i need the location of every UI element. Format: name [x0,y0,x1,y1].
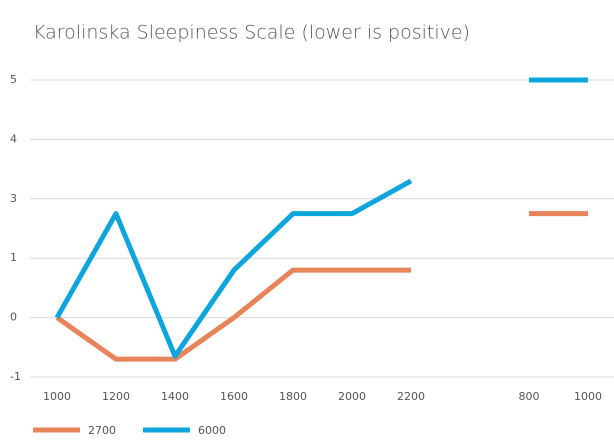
legend-label: 2700 [88,424,116,437]
y-tick-label: 4 [10,132,17,145]
x-tick-label: 1000 [43,390,71,403]
y-tick-label: 3 [10,192,17,205]
x-tick-label: 1200 [102,390,130,403]
series-line [54,77,588,359]
x-tick-label: 1800 [279,390,307,403]
x-tick-label: 1400 [161,390,189,403]
x-tick-label: 2200 [397,390,425,403]
x-tick-label: 2000 [338,390,366,403]
legend-label: 6000 [198,424,226,437]
y-tick-label: -1 [10,370,21,383]
y-tick-label: 5 [10,73,17,86]
y-tick-label: 0 [10,311,17,324]
x-tick-label: 1600 [220,390,248,403]
y-tick-label: 1 [10,251,17,264]
series-line [55,211,588,362]
x-tick-label: 800 [519,390,540,403]
chart-title: Karolinska Sleepiness Scale (lower is po… [33,22,470,44]
x-tick-label: 1000 [574,390,602,403]
